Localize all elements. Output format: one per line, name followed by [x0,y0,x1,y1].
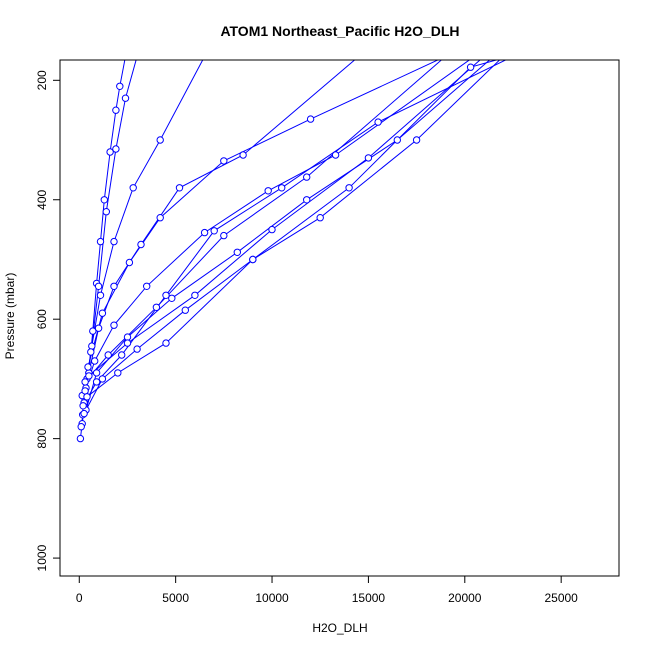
data-point [123,333,132,341]
data-point [79,402,87,410]
data-point [125,258,134,267]
data-point [88,342,96,350]
data-point [106,148,114,156]
data-point [162,339,170,347]
data-point [156,136,164,144]
y-tick-label: 200 [35,70,49,90]
y-tick-label: 600 [35,309,49,329]
x-tick-label: 0 [76,591,83,605]
data-point [316,214,324,222]
data-point [123,339,132,347]
x-axis: 0 5000 10000 15000 20000 25000 [76,575,578,605]
profile-line-6 [84,60,471,392]
data-point [412,136,421,144]
data-point [200,228,209,237]
x-tick-label: 10000 [255,591,289,605]
profile-line-5 [81,60,439,396]
data-point [100,196,109,204]
x-tick-label: 15000 [352,591,386,605]
profile-line-11 [84,60,443,383]
data-point [121,94,130,102]
profile-line-12 [88,60,481,377]
chart-title: ATOM1 Northeast_Pacific H2O_DLH [220,23,459,39]
data-point [264,187,272,195]
data-point [112,106,120,114]
data-point [96,237,105,246]
data-point [94,324,103,332]
data-point [168,294,176,302]
profile-line-8 [83,60,501,414]
data-point [137,240,145,249]
data-point [239,151,247,159]
data-point [110,282,118,290]
data-point [76,434,85,443]
data-point [96,291,105,299]
y-tick-label: 800 [35,428,49,448]
data-point [98,375,107,383]
data-point [91,357,99,365]
data-point [104,351,112,359]
data-point [110,237,118,246]
data-point [152,303,161,311]
data-point [220,231,228,240]
data-point [191,291,199,299]
data-point [181,306,190,314]
data-point [84,363,92,371]
data-point [374,118,382,126]
data-point [306,115,315,123]
x-axis-label: H2O_DLH [312,621,367,635]
data-point [83,393,91,401]
x-tick-label: 25000 [544,591,578,605]
data-point [220,157,228,165]
data-point [92,369,101,377]
data-point [133,345,141,353]
series-layer [79,60,507,439]
data-point [129,184,137,192]
data-point [92,378,101,386]
y-axis-label: Pressure (mbar) [3,273,17,360]
data-point [331,151,340,159]
data-point [77,423,85,431]
data-point [116,82,124,91]
data-point [89,327,97,335]
data-point [85,372,93,380]
marker-layer [76,63,475,443]
data-point [81,378,89,386]
profile-line-10 [86,60,499,398]
data-point [114,369,122,377]
plot-frame [59,59,620,577]
data-point [303,173,311,181]
data-point [278,184,286,192]
data-point [210,227,218,235]
data-point [94,282,103,290]
data-point [102,208,111,216]
data-point [98,309,107,317]
y-tick-label: 1000 [35,544,49,571]
data-point [393,136,401,144]
y-axis: 200 400 600 800 1000 [35,70,61,571]
data-point [143,282,151,290]
data-point [233,248,242,257]
data-point [112,145,120,153]
data-point [87,348,95,356]
data-point [110,321,118,329]
y-tick-label: 400 [35,189,49,209]
data-point [162,291,170,299]
data-point [156,214,164,222]
data-point [268,225,276,234]
data-point [303,196,311,204]
data-point [466,63,475,71]
data-point [118,351,126,359]
data-point [80,409,88,418]
x-tick-label: 5000 [162,591,189,605]
data-point [249,255,257,264]
data-point [364,154,373,162]
data-point [345,184,353,192]
x-tick-label: 20000 [448,591,482,605]
data-point [175,184,184,192]
profile-line-7 [85,60,491,411]
